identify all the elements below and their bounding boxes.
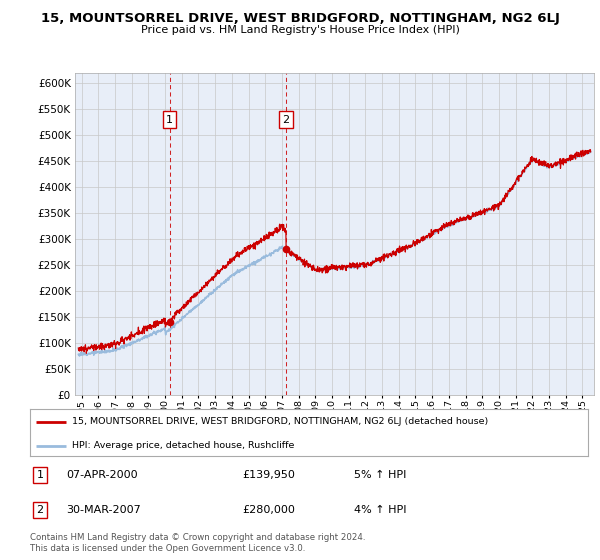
Text: 5% ↑ HPI: 5% ↑ HPI: [353, 470, 406, 480]
Text: 15, MOUNTSORREL DRIVE, WEST BRIDGFORD, NOTTINGHAM, NG2 6LJ (detached house): 15, MOUNTSORREL DRIVE, WEST BRIDGFORD, N…: [72, 417, 488, 426]
Text: 1: 1: [166, 115, 173, 124]
Text: 1: 1: [37, 470, 44, 480]
Text: 30-MAR-2007: 30-MAR-2007: [66, 505, 141, 515]
Text: Contains HM Land Registry data © Crown copyright and database right 2024.
This d: Contains HM Land Registry data © Crown c…: [30, 533, 365, 553]
Text: HPI: Average price, detached house, Rushcliffe: HPI: Average price, detached house, Rush…: [72, 441, 294, 450]
Text: £280,000: £280,000: [242, 505, 295, 515]
Text: 07-APR-2000: 07-APR-2000: [66, 470, 138, 480]
Text: Price paid vs. HM Land Registry's House Price Index (HPI): Price paid vs. HM Land Registry's House …: [140, 25, 460, 35]
Text: £139,950: £139,950: [242, 470, 295, 480]
Text: 2: 2: [283, 115, 290, 124]
Text: 15, MOUNTSORREL DRIVE, WEST BRIDGFORD, NOTTINGHAM, NG2 6LJ: 15, MOUNTSORREL DRIVE, WEST BRIDGFORD, N…: [41, 12, 559, 25]
Text: 4% ↑ HPI: 4% ↑ HPI: [353, 505, 406, 515]
Text: 2: 2: [37, 505, 44, 515]
